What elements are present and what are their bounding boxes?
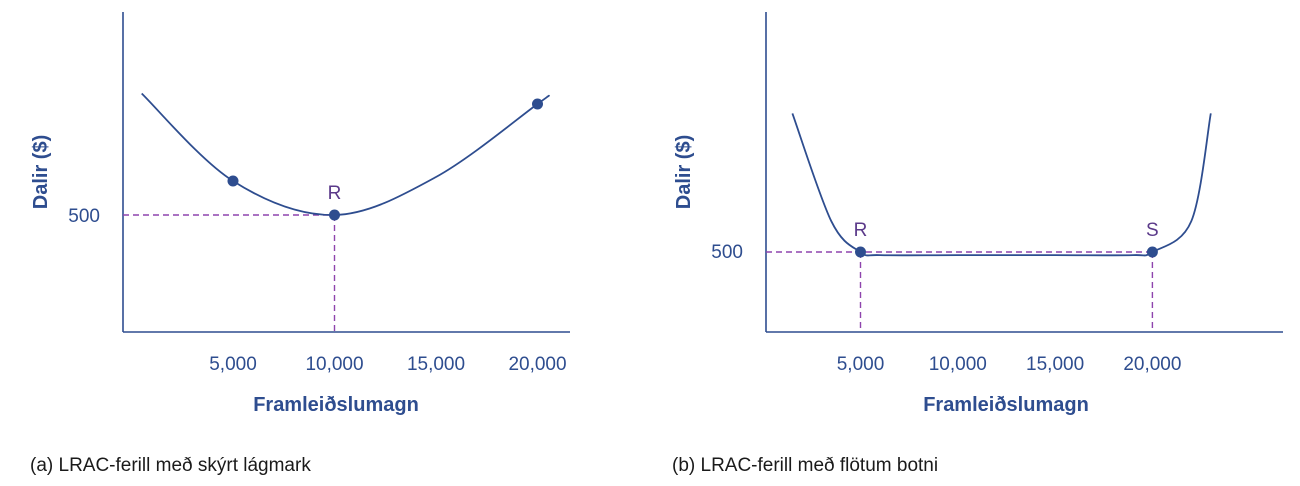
curve-point xyxy=(855,246,866,258)
y-tick-label: 500 xyxy=(68,206,100,227)
reference-lines xyxy=(123,214,336,332)
x-tick-labels: 5,000 10,000 15,000 20,000 xyxy=(837,354,1182,375)
x-tick-labels: 5,000 10,000 15,000 20,000 xyxy=(209,354,566,375)
curve-markers: R xyxy=(227,98,543,221)
x-tick-label: 10,000 xyxy=(929,354,987,375)
point-label: R xyxy=(328,183,342,204)
lrac-curve xyxy=(141,92,550,216)
x-tick-label: 15,000 xyxy=(407,354,465,375)
x-tick-label: 20,000 xyxy=(508,354,566,375)
reference-lines xyxy=(766,251,1154,332)
x-axis-label: Framleiðslumagn xyxy=(923,394,1089,416)
chart-caption: (a) LRAC-ferill með skýrt lágmark xyxy=(30,455,311,476)
x-axis-label: Framleiðslumagn xyxy=(253,394,419,416)
chart-panel-b: Dalir ($) Framleiðslumagn 500 5,000 10,00… xyxy=(672,12,1283,476)
point-label: S xyxy=(1146,220,1159,241)
x-tick-label: 5,000 xyxy=(209,354,257,375)
curve-point xyxy=(532,98,543,110)
curve-point xyxy=(1146,246,1158,258)
x-tick-label: 15,000 xyxy=(1026,354,1084,375)
x-tick-label: 5,000 xyxy=(837,354,885,375)
curve-point xyxy=(227,175,239,187)
x-tick-label: 10,000 xyxy=(305,354,363,375)
y-axis-label: Dalir ($) xyxy=(30,135,52,209)
chart-caption: (b) LRAC-ferill með flötum botni xyxy=(672,455,938,476)
y-tick-label: 500 xyxy=(711,242,743,263)
curve-point xyxy=(329,209,340,221)
x-tick-label: 20,000 xyxy=(1123,354,1181,375)
point-label: R xyxy=(854,220,868,241)
y-axis-label: Dalir ($) xyxy=(673,135,695,209)
chart-panel-a: Dalir ($) Framleiðslumagn 500 5,000 10,00… xyxy=(30,12,570,476)
lrac-curve xyxy=(791,113,1212,257)
